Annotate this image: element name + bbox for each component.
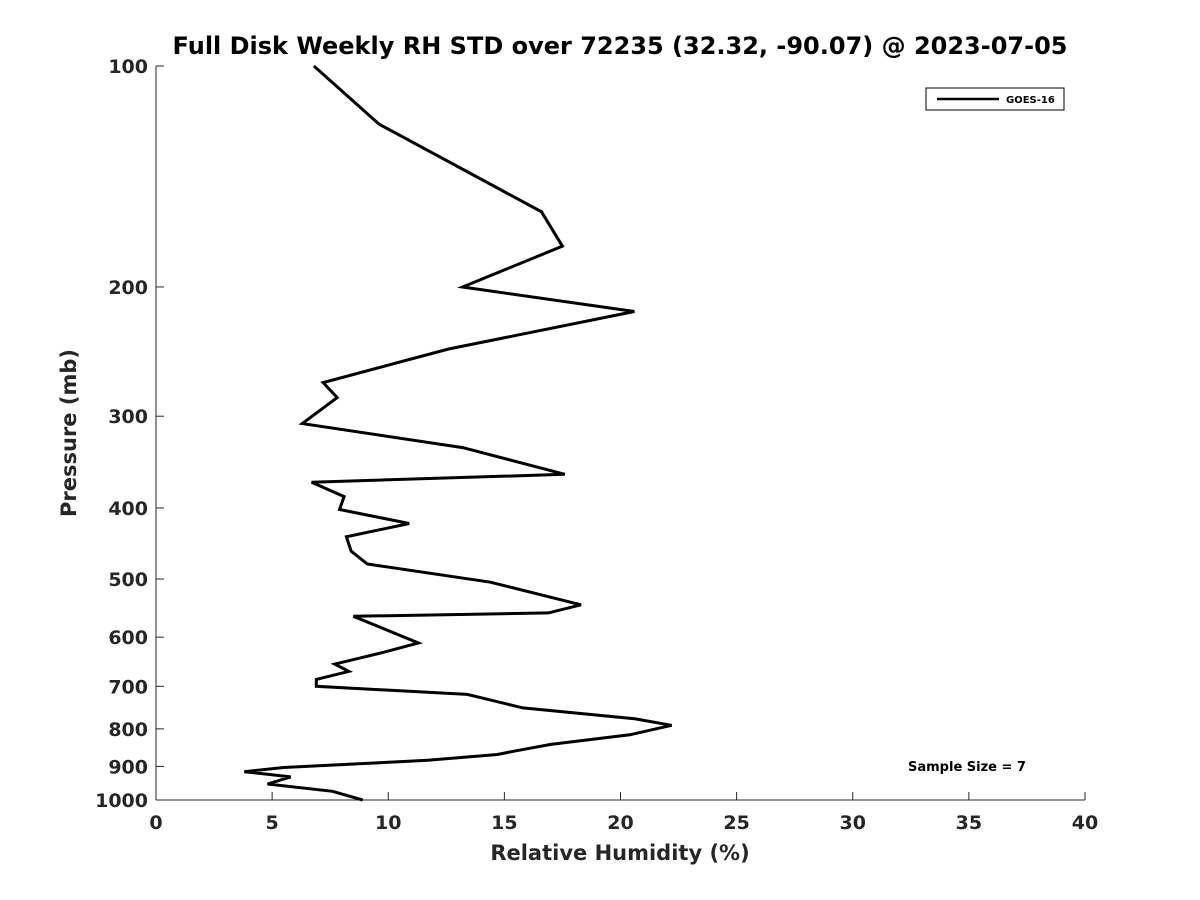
- sample-size-annotation: Sample Size = 7: [908, 760, 1026, 775]
- y-axis-label: Pressure (mb): [57, 349, 81, 517]
- legend-entry-goes-16: GOES-16: [1006, 95, 1055, 106]
- y-tick-label: 800: [108, 719, 148, 741]
- x-tick-label: 0: [149, 812, 162, 834]
- y-tick-label: 600: [108, 627, 148, 649]
- y-tick-label: 200: [108, 277, 148, 299]
- x-tick-label: 30: [840, 812, 866, 834]
- y-tick-label: 700: [108, 676, 148, 698]
- y-tick-label: 400: [108, 498, 148, 520]
- axes: 0 5 10 15 20 25 30 35 40 100 200 300 400 500 600 700 800…: [95, 56, 1098, 834]
- chart-title: Full Disk Weekly RH STD over 72235 (32.3…: [173, 32, 1068, 60]
- series-line-goes-16: [244, 64, 672, 802]
- x-tick-label: 10: [375, 812, 401, 834]
- y-tick-label: 100: [108, 56, 148, 78]
- plot-area: [244, 64, 672, 802]
- y-tick-label: 300: [108, 406, 148, 428]
- x-tick-label: 35: [956, 812, 982, 834]
- x-axis-label: Relative Humidity (%): [490, 841, 749, 865]
- y-tick-label: 900: [108, 756, 148, 778]
- y-tick-label: 500: [108, 569, 148, 591]
- x-tick-label: 40: [1072, 812, 1098, 834]
- y-tick-label: 1000: [95, 790, 148, 812]
- x-tick-label: 25: [723, 812, 749, 834]
- legend: GOES-16: [925, 87, 1065, 111]
- x-tick-label: 15: [491, 812, 517, 834]
- x-tick-label: 20: [607, 812, 633, 834]
- x-tick-label: 5: [266, 812, 279, 834]
